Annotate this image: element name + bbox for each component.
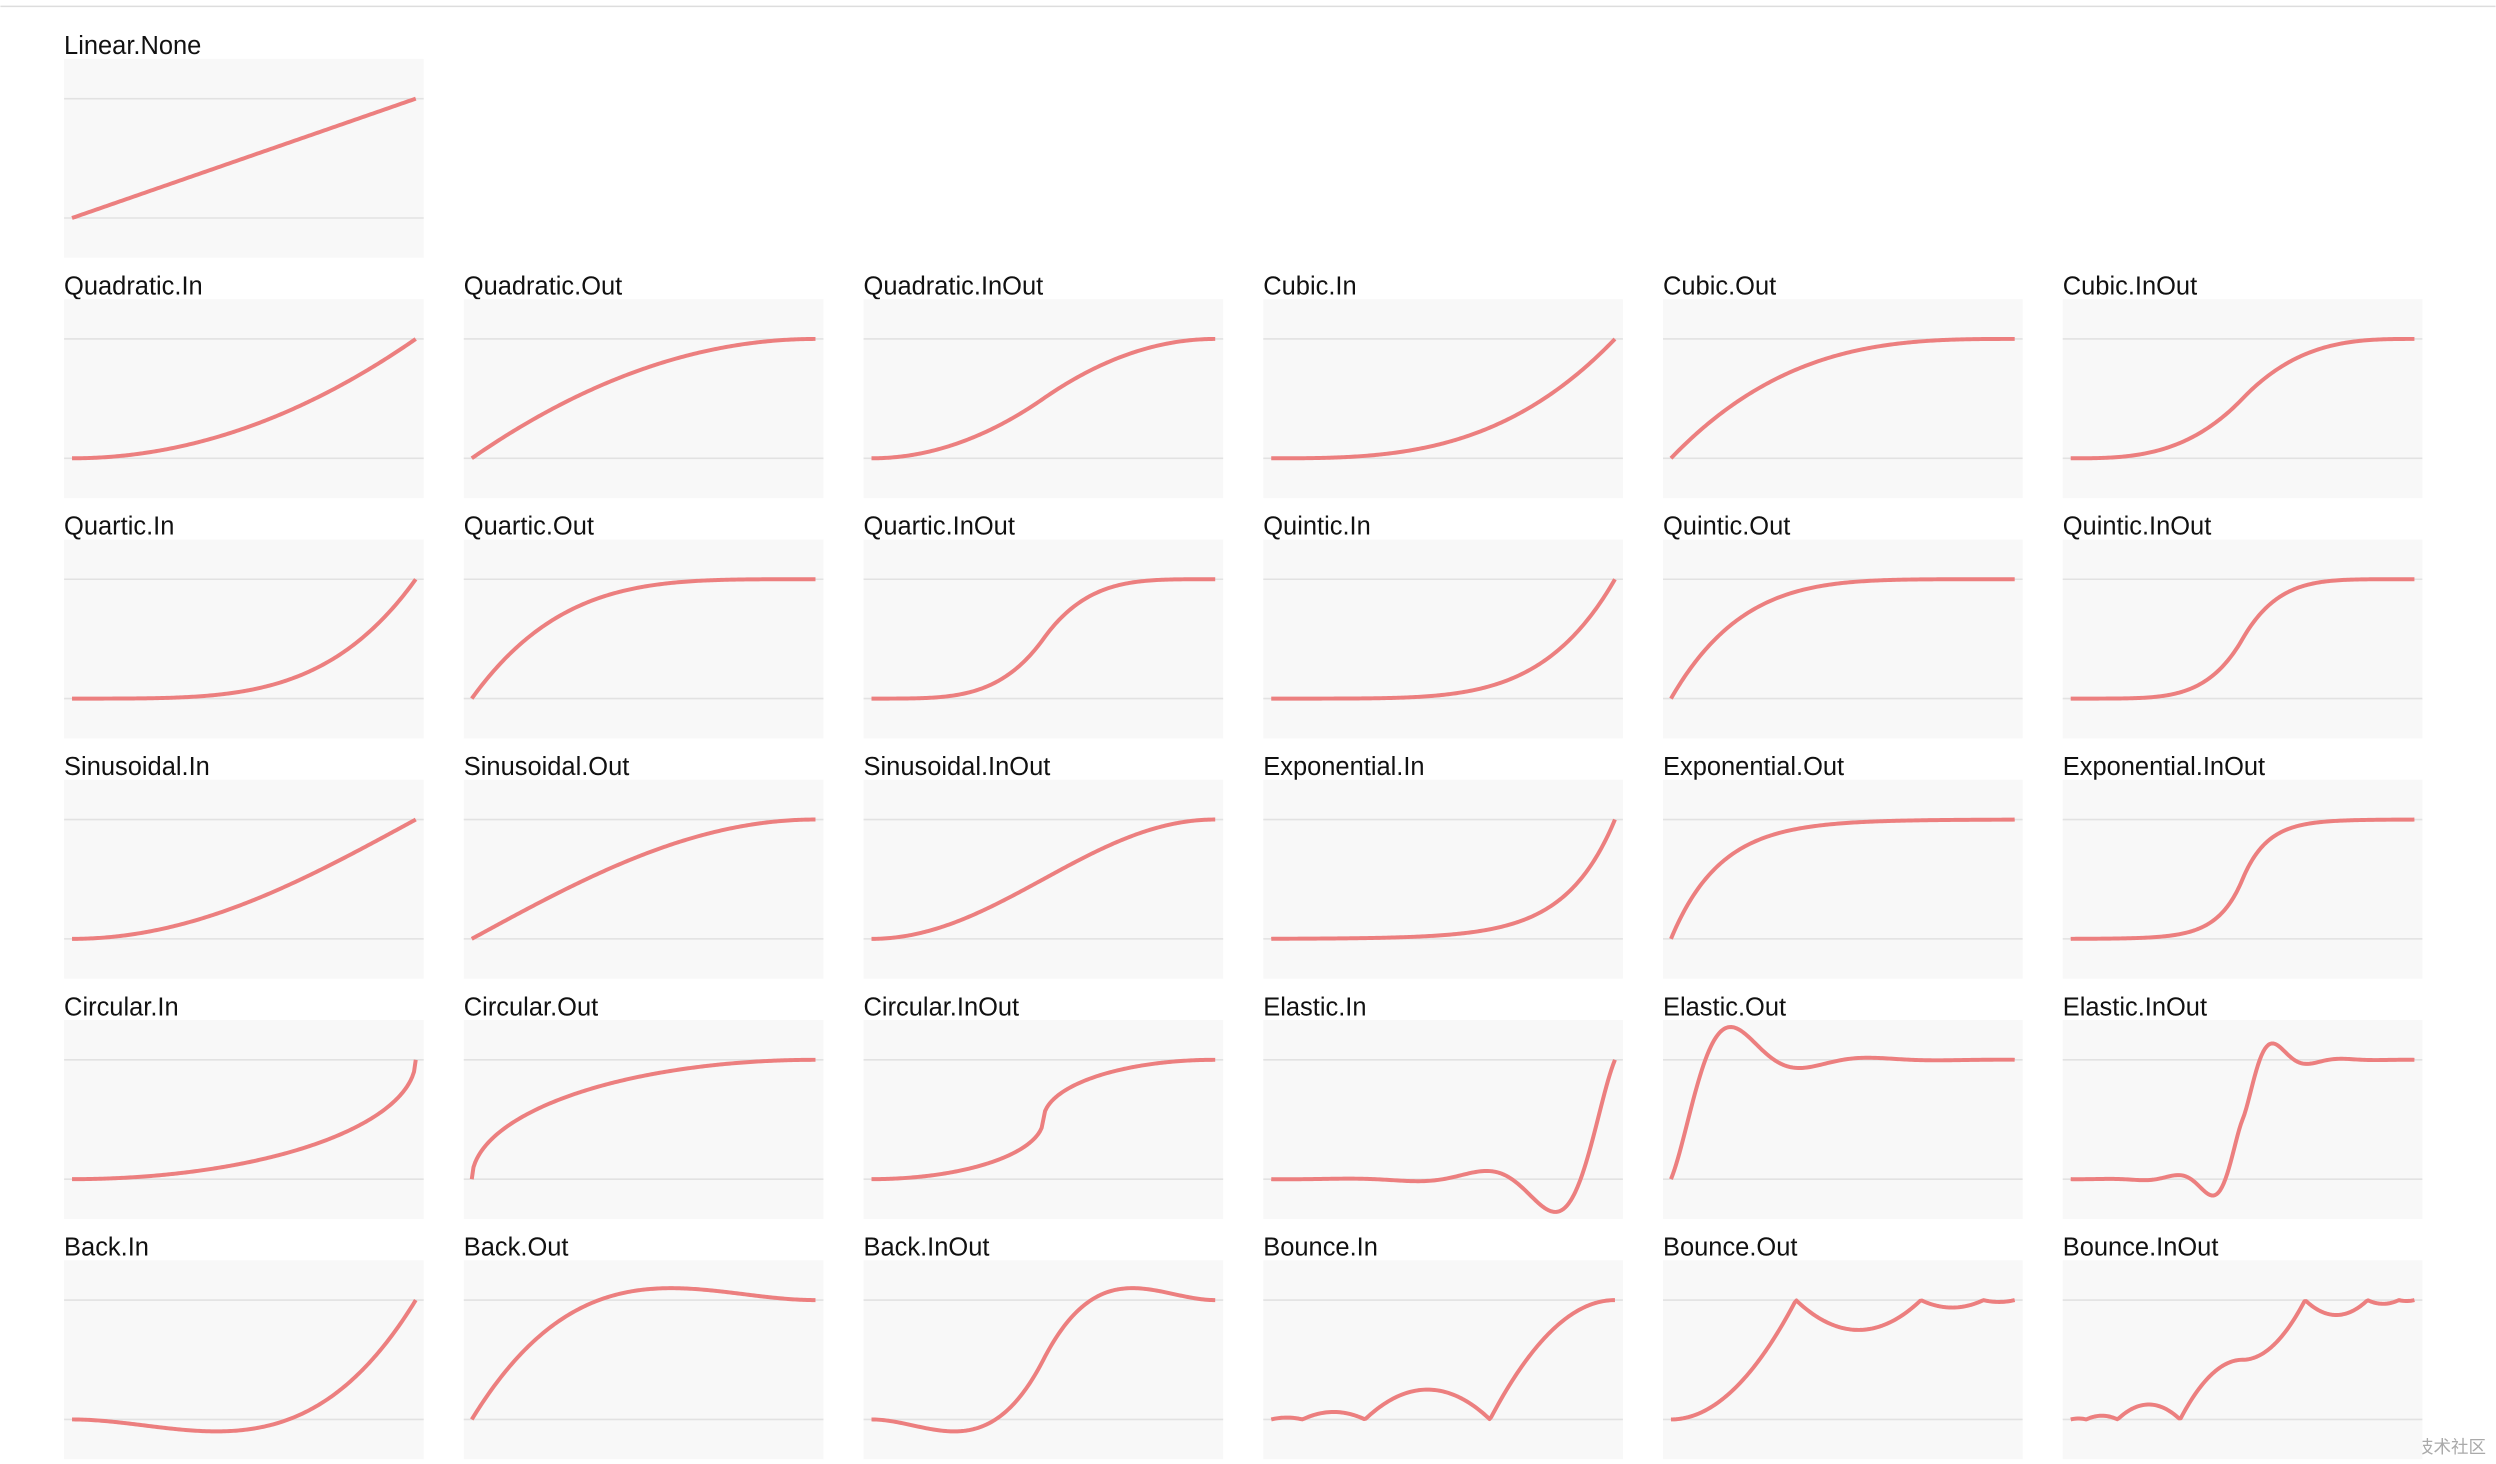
easing-curve	[1270, 1298, 1616, 1422]
panel-label: Linear.None	[64, 32, 201, 60]
easing-curve	[871, 336, 1216, 461]
panel-background	[463, 779, 824, 979]
easing-curve	[71, 578, 418, 701]
panel-label: Cubic.InOut	[2063, 272, 2197, 300]
panel-label: Cubic.Out	[1663, 272, 1776, 300]
panel-label: Back.In	[64, 1234, 149, 1262]
easing-curve	[1669, 1025, 2015, 1180]
easing-curve	[871, 1057, 1216, 1182]
easing-curve	[470, 817, 816, 941]
easing-curve	[71, 337, 417, 461]
panel-background	[1663, 1260, 2023, 1460]
panel-background	[463, 1260, 824, 1460]
panel-label: Bounce.InOut	[2063, 1234, 2219, 1262]
panel-background	[1263, 539, 1623, 739]
panel-background	[1663, 539, 2023, 739]
panel-label: Circular.Out	[464, 993, 598, 1021]
panel-background	[463, 1020, 824, 1219]
panel-background	[1263, 299, 1623, 499]
easing-curve	[470, 577, 816, 700]
panel-label: Bounce.In	[1263, 1234, 1378, 1262]
panel-background	[1663, 299, 2023, 499]
easing-curve	[71, 96, 417, 220]
easing-curve	[71, 1059, 418, 1182]
panel-label: Back.Out	[464, 1234, 569, 1262]
panel-label: Quartic.Out	[464, 513, 594, 541]
easing-curve	[1669, 817, 2015, 940]
panel-label: Circular.In	[64, 993, 179, 1021]
panel-label: Quadratic.InOut	[864, 272, 1044, 300]
easing-curve	[470, 336, 816, 460]
panel-label: Quintic.In	[1263, 513, 1371, 541]
panel-background	[1663, 1020, 2023, 1219]
easing-curve	[1669, 577, 2015, 700]
panel-label: Sinusoidal.InOut	[864, 753, 1051, 781]
panel-background	[64, 539, 424, 739]
easing-curve	[2070, 577, 2415, 701]
panel-label: Quadratic.Out	[464, 272, 622, 300]
panel-label: Quintic.InOut	[2063, 513, 2212, 541]
easing-curve	[1670, 1298, 2016, 1422]
easing-curve	[1270, 818, 1617, 941]
panel-label: Bounce.Out	[1663, 1234, 1797, 1262]
panel-background	[1263, 779, 1623, 979]
panel-label: Back.InOut	[864, 1234, 990, 1262]
easing-curve	[71, 1299, 418, 1434]
easing-curve	[71, 817, 417, 941]
panel-label: Elastic.InOut	[2063, 993, 2207, 1021]
easing-curve	[2070, 1041, 2415, 1198]
panel-label: Quadratic.In	[64, 272, 203, 300]
panel-background	[463, 539, 824, 739]
panel-background	[64, 1020, 424, 1219]
panel-label: Elastic.Out	[1663, 993, 1786, 1021]
easing-curve	[1270, 578, 1617, 701]
panel-label: Elastic.In	[1263, 993, 1366, 1021]
easing-curve	[2070, 336, 2415, 461]
easing-curve	[871, 1286, 1216, 1434]
panel-label: Exponential.In	[1263, 753, 1424, 781]
panel-label: Circular.InOut	[864, 993, 1020, 1021]
panel-background	[64, 779, 424, 979]
panel-background	[463, 299, 824, 499]
panel-label: Exponential.InOut	[2063, 753, 2265, 781]
easing-curve	[871, 817, 1216, 941]
easing-curve	[470, 1286, 816, 1421]
easing-curve	[469, 1057, 816, 1180]
panel-background	[64, 299, 424, 499]
panel-background	[1263, 1260, 1623, 1460]
panel-label: Quartic.In	[64, 513, 174, 541]
easing-curve	[871, 577, 1216, 701]
panel-label: Cubic.In	[1263, 272, 1356, 300]
easing-curve	[2070, 1298, 2415, 1422]
easing-curve	[1270, 337, 1617, 461]
easing-curve	[2070, 817, 2415, 941]
panel-label: Sinusoidal.In	[64, 753, 210, 781]
panel-background	[64, 1260, 424, 1460]
easing-curve	[1669, 336, 2015, 460]
easing-curve	[1270, 1059, 1617, 1214]
panel-label: Quartic.InOut	[864, 513, 1015, 541]
panel-label: Sinusoidal.Out	[464, 753, 630, 781]
panel-label: Quintic.Out	[1663, 513, 1790, 541]
panel-background	[1663, 779, 2023, 979]
panel-label: Exponential.Out	[1663, 753, 1844, 781]
panel-background	[1263, 1020, 1623, 1219]
